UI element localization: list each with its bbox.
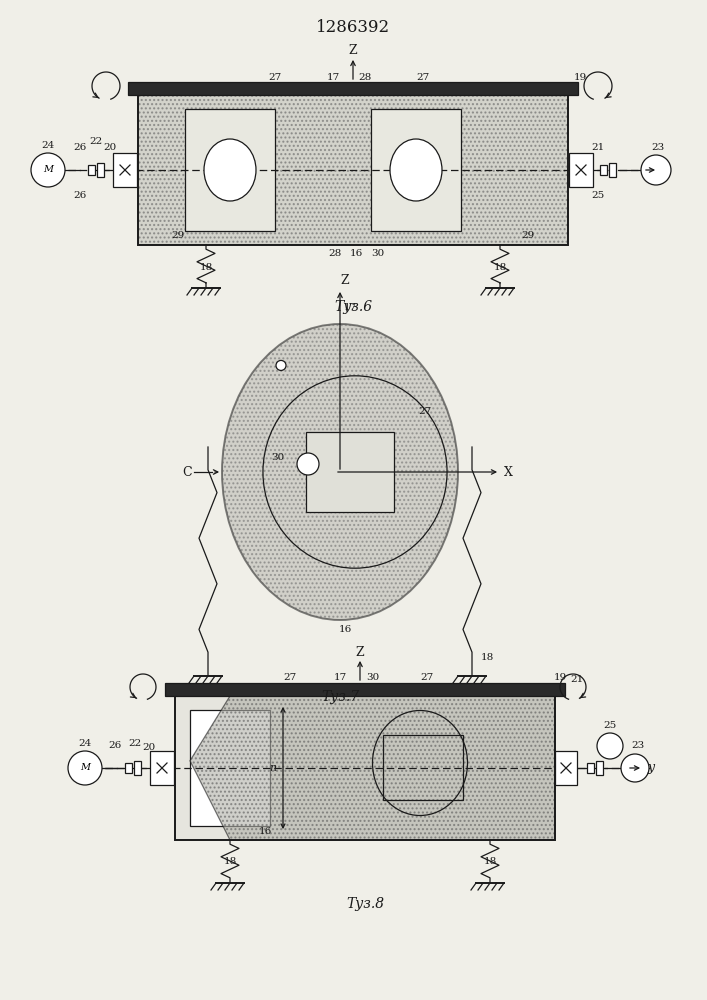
Text: 28: 28	[358, 73, 372, 82]
Circle shape	[621, 754, 649, 782]
Text: 22: 22	[89, 137, 103, 146]
Text: 16: 16	[349, 248, 363, 257]
Text: 29: 29	[171, 231, 185, 239]
Text: Τуз.6: Τуз.6	[334, 300, 372, 314]
Text: 23: 23	[631, 742, 645, 750]
Text: 17: 17	[344, 302, 356, 312]
Circle shape	[597, 733, 623, 759]
Bar	[609, 163, 616, 177]
Text: 28: 28	[328, 248, 341, 257]
Text: 24: 24	[78, 740, 92, 748]
Bar	[175, 696, 555, 840]
Text: 18: 18	[199, 262, 213, 271]
Bar	[150, 751, 174, 785]
Text: 30: 30	[271, 452, 285, 462]
Bar	[600, 165, 607, 175]
Bar	[138, 95, 568, 245]
Text: 27: 27	[416, 73, 430, 82]
Text: 27: 27	[421, 674, 433, 682]
Polygon shape	[190, 696, 555, 840]
Text: 30: 30	[371, 248, 385, 257]
Bar	[190, 710, 270, 826]
Ellipse shape	[204, 139, 256, 201]
Ellipse shape	[390, 139, 442, 201]
Text: 23: 23	[651, 143, 665, 152]
Circle shape	[276, 360, 286, 370]
Text: 21: 21	[591, 143, 604, 152]
Text: 26: 26	[108, 742, 122, 750]
Text: 1286392: 1286392	[316, 19, 390, 36]
Text: 19: 19	[573, 73, 587, 82]
Bar	[569, 153, 593, 187]
Bar	[555, 751, 577, 785]
Bar	[134, 761, 141, 775]
Text: 24: 24	[42, 141, 54, 150]
Text: Z: Z	[349, 44, 357, 57]
Ellipse shape	[222, 324, 458, 620]
Text: Τуз.8: Τуз.8	[346, 897, 384, 911]
Text: n: n	[269, 763, 276, 773]
Text: 27: 27	[419, 408, 432, 416]
Bar	[587, 763, 594, 773]
Text: 22: 22	[129, 738, 141, 748]
Text: 20: 20	[142, 744, 156, 752]
Text: 17: 17	[327, 73, 339, 82]
Circle shape	[68, 751, 102, 785]
Bar	[138, 95, 568, 245]
Circle shape	[641, 155, 671, 185]
Bar	[175, 696, 555, 840]
Bar	[185, 109, 275, 231]
Bar	[371, 109, 461, 231]
Text: 16: 16	[258, 828, 271, 836]
Text: 18: 18	[480, 652, 493, 662]
Text: 30: 30	[366, 674, 380, 682]
Bar	[113, 153, 137, 187]
Circle shape	[297, 453, 319, 475]
Bar	[138, 95, 568, 245]
Text: 18: 18	[484, 857, 496, 866]
Text: Τуз.7: Τуз.7	[321, 690, 359, 704]
Text: 25: 25	[591, 190, 604, 200]
Text: M: M	[80, 764, 90, 772]
Text: 16: 16	[339, 626, 351, 635]
Text: Z: Z	[341, 274, 349, 288]
Circle shape	[31, 153, 65, 187]
Text: 18: 18	[493, 262, 507, 271]
Text: 21: 21	[571, 676, 583, 684]
Text: 20: 20	[103, 143, 117, 152]
Bar	[596, 761, 603, 775]
Bar	[128, 82, 578, 95]
Text: M: M	[43, 165, 53, 174]
Text: 26: 26	[74, 143, 87, 152]
Bar	[306, 432, 394, 512]
Text: 19: 19	[554, 674, 566, 682]
Text: 18: 18	[223, 857, 237, 866]
Bar	[88, 165, 95, 175]
Text: y: y	[648, 762, 655, 774]
Text: 29: 29	[521, 231, 534, 239]
Bar	[165, 683, 565, 696]
Text: 27: 27	[284, 674, 297, 682]
Bar	[383, 735, 463, 800]
Bar	[97, 163, 104, 177]
Text: X: X	[503, 466, 513, 479]
Text: 17: 17	[334, 674, 346, 682]
Bar	[125, 763, 132, 773]
Text: 26: 26	[74, 190, 87, 200]
Text: Z: Z	[356, 646, 364, 658]
Text: C: C	[182, 466, 192, 479]
Text: 25: 25	[603, 722, 617, 730]
Text: 27: 27	[269, 73, 281, 82]
